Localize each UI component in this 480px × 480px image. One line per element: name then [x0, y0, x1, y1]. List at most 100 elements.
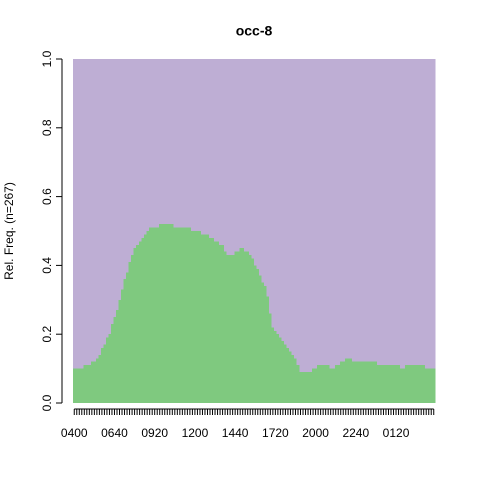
bar-segment — [160, 59, 164, 225]
bar-segment — [203, 234, 207, 403]
bar-segment — [231, 255, 235, 403]
bar-segment — [397, 365, 401, 403]
bar-segment — [80, 368, 84, 403]
bar-segment — [213, 241, 217, 403]
bar-segment — [216, 59, 220, 242]
x-tick-label: 1440 — [222, 426, 249, 440]
bar-segment — [264, 286, 267, 403]
bar-segment — [135, 244, 139, 403]
bar-segment — [432, 59, 436, 369]
bar-segment — [354, 361, 358, 403]
bar-segment — [251, 59, 255, 259]
bar-segment — [269, 59, 272, 314]
bar-segment — [407, 59, 411, 366]
bar-segment — [352, 361, 355, 403]
bar-segment — [357, 59, 360, 362]
bar-segment — [103, 344, 107, 403]
bar-segment — [145, 231, 149, 403]
bar-segment — [319, 365, 323, 403]
bar-segment — [186, 227, 190, 403]
bar-segment — [414, 365, 418, 403]
bar-segment — [392, 365, 396, 403]
bar-segment — [216, 241, 220, 403]
bar-segment — [183, 227, 187, 403]
bar-segment — [347, 358, 350, 403]
bar-segment — [339, 361, 343, 403]
bar-segment — [359, 361, 363, 403]
bar-segment — [419, 365, 423, 403]
bar-segment — [213, 59, 217, 242]
bar-segment — [100, 59, 104, 348]
bar-segment — [291, 59, 295, 355]
bar-segment — [336, 59, 340, 366]
bar-segment — [73, 59, 76, 369]
bar-segment — [100, 347, 104, 403]
bar-segment — [374, 59, 378, 362]
bar-segment — [171, 224, 174, 403]
bar-segment — [135, 59, 139, 245]
bar-segment — [286, 59, 290, 348]
bar-segment — [359, 59, 363, 362]
bar-segment — [326, 365, 330, 403]
bar-segment — [226, 255, 230, 403]
bar-segment — [281, 59, 285, 342]
bar-segment — [281, 341, 285, 403]
bar-segment — [133, 248, 137, 403]
bar-segment — [196, 59, 200, 231]
bar-segment — [384, 59, 388, 366]
bar-segment — [120, 289, 124, 403]
bar-segment — [259, 275, 262, 403]
bar-segment — [138, 241, 142, 403]
bar-segment — [357, 361, 360, 403]
bar-segment — [404, 365, 408, 403]
bar-segment — [349, 358, 353, 403]
bar-segment — [93, 361, 97, 403]
bar-segment — [201, 59, 205, 235]
x-tick-label: 0920 — [141, 426, 168, 440]
bar-segment — [316, 59, 320, 366]
bar-segment — [326, 59, 330, 366]
bar-segment — [138, 59, 142, 242]
bar-segment — [367, 59, 371, 362]
bar-segment — [203, 59, 207, 235]
bar-segment — [178, 59, 182, 228]
bar-segment — [176, 227, 179, 403]
bar-segment — [299, 59, 303, 373]
bar-segment — [160, 224, 164, 403]
bar-segment — [155, 59, 159, 228]
bar-segment — [153, 227, 157, 403]
bar-segment — [148, 59, 152, 228]
bar-segment — [95, 358, 99, 403]
bar-segment — [125, 272, 129, 403]
bar-segment — [301, 59, 305, 373]
bar-segment — [319, 59, 323, 366]
bar-segment — [88, 365, 91, 403]
bar-segment — [279, 337, 283, 403]
y-tick-label: 0.6 — [40, 188, 54, 205]
bar-segment — [429, 59, 433, 369]
bar-segment — [191, 231, 195, 403]
bar-segment — [377, 365, 381, 403]
bar-segment — [198, 59, 202, 231]
bar-segment — [143, 59, 147, 235]
bar-segment — [387, 365, 391, 403]
bar-segment — [296, 365, 300, 403]
bar-segment — [397, 59, 401, 366]
chart-title: occ-8 — [236, 23, 273, 39]
y-tick-label: 0.2 — [40, 326, 54, 343]
bar-segment — [128, 261, 132, 403]
bar-segment — [241, 59, 245, 249]
bar-segment — [83, 59, 86, 366]
bar-segment — [93, 59, 97, 362]
bar-segment — [331, 59, 335, 369]
bar-segment — [198, 231, 202, 403]
bar-segment — [236, 251, 240, 403]
bar-segment — [379, 59, 383, 366]
bar-segment — [306, 59, 310, 373]
bar-segment — [105, 337, 109, 403]
bar-segment — [294, 358, 298, 403]
bar-segment — [183, 59, 187, 228]
bar-segment — [113, 317, 117, 403]
bar-segment — [254, 59, 257, 266]
